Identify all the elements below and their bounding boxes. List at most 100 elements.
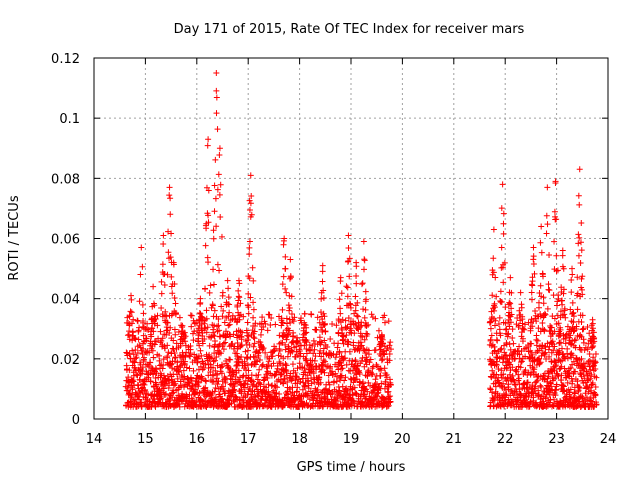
data-point [166,192,173,199]
data-point [242,362,249,369]
data-point [339,316,346,323]
data-point [150,328,157,335]
data-point [172,380,179,387]
data-point [500,220,507,227]
data-point [542,349,549,356]
data-point [172,300,179,307]
data-point [575,231,582,238]
data-point [505,381,512,388]
data-point [507,319,514,326]
data-point [214,261,221,268]
data-point [199,340,206,347]
data-point [514,315,521,322]
data-point [219,313,226,320]
data-point [215,171,222,178]
data-point [552,374,559,381]
data-point [545,281,552,288]
data-point [210,281,217,288]
data-point [344,293,351,300]
data-point [579,291,586,298]
data-point [138,385,145,392]
data-point [365,321,372,328]
data-point [152,375,159,382]
data-point [230,331,237,338]
data-point [587,397,594,404]
data-point [592,365,599,372]
data-point [282,253,289,260]
data-point [257,339,264,346]
data-point [317,347,324,354]
data-point [332,354,339,361]
data-point [166,377,173,384]
data-point [362,306,369,313]
data-point [160,240,167,247]
data-point [334,398,341,405]
data-point [509,364,516,371]
data-point [519,320,526,327]
data-point [257,381,264,388]
grid-lines [94,58,608,419]
data-point [362,288,369,295]
data-point [300,369,307,376]
data-point [509,326,516,333]
data-point [561,311,568,318]
data-point [169,365,176,372]
data-point [205,187,212,194]
data-point [202,242,209,249]
data-point [253,399,260,406]
data-point [218,303,225,310]
data-point [574,306,581,313]
data-point [260,345,267,352]
data-point [195,379,202,386]
data-point [227,356,234,363]
data-point [535,304,542,311]
data-point [316,350,323,357]
data-point [197,295,204,302]
data-point [533,332,540,339]
x-tick-label: 22 [497,432,514,447]
data-point [255,390,262,397]
data-point [361,257,368,264]
data-point [169,290,176,297]
data-point [498,367,505,374]
data-point [152,315,159,322]
data-point [529,389,536,396]
data-point [352,307,359,314]
data-point [567,364,574,371]
data-point [211,350,218,357]
data-point [487,325,494,332]
data-point [217,181,224,188]
data-point [361,266,368,273]
data-point [213,87,220,94]
data-point [549,338,556,345]
data-point [375,327,382,334]
data-point [153,383,160,390]
data-point [519,338,526,345]
data-point [537,239,544,246]
data-point [372,315,379,322]
data-point [575,383,582,390]
data-point [218,233,225,240]
data-point [381,312,388,319]
data-point [528,340,535,347]
data-point [212,394,219,401]
data-point [512,367,519,374]
data-point [318,295,325,302]
data-point [490,226,497,233]
data-point [203,329,210,336]
x-tick-label: 21 [446,432,463,447]
data-point [362,350,369,357]
data-point [577,239,584,246]
data-point [369,370,376,377]
data-point [235,360,242,367]
data-point [364,331,371,338]
data-point [147,378,154,385]
data-point [280,273,287,280]
data-point [210,358,217,365]
data-point [160,362,167,369]
data-point [211,388,218,395]
data-point [584,323,591,330]
data-point [559,345,566,352]
data-point [337,310,344,317]
x-tick-label: 24 [600,432,617,447]
